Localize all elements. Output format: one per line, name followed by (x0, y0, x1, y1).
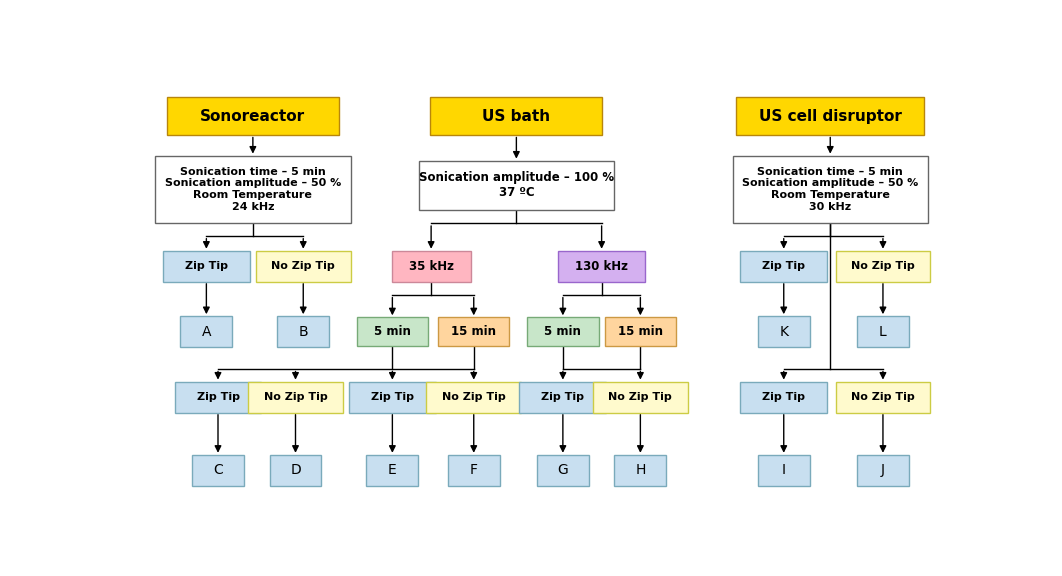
FancyBboxPatch shape (430, 97, 602, 135)
FancyBboxPatch shape (155, 156, 350, 223)
Text: No Zip Tip: No Zip Tip (263, 392, 327, 402)
Text: A: A (202, 325, 211, 339)
Text: Zip Tip: Zip Tip (371, 392, 414, 402)
Text: No Zip Tip: No Zip Tip (609, 392, 672, 402)
FancyBboxPatch shape (249, 382, 343, 412)
FancyBboxPatch shape (527, 317, 599, 346)
FancyBboxPatch shape (277, 316, 329, 347)
FancyBboxPatch shape (758, 316, 809, 347)
Text: B: B (298, 325, 308, 339)
FancyBboxPatch shape (604, 317, 676, 346)
FancyBboxPatch shape (366, 455, 418, 486)
Text: No Zip Tip: No Zip Tip (851, 262, 914, 271)
FancyBboxPatch shape (559, 251, 645, 282)
FancyBboxPatch shape (418, 161, 614, 210)
FancyBboxPatch shape (740, 382, 827, 412)
FancyBboxPatch shape (740, 251, 827, 282)
Text: Sonication amplitude – 100 %
37 ºC: Sonication amplitude – 100 % 37 ºC (418, 172, 614, 199)
FancyBboxPatch shape (167, 97, 339, 135)
Text: Zip Tip: Zip Tip (763, 392, 805, 402)
Text: H: H (635, 463, 646, 478)
Text: F: F (469, 463, 478, 478)
FancyBboxPatch shape (357, 317, 428, 346)
FancyBboxPatch shape (593, 382, 688, 412)
Text: 5 min: 5 min (374, 325, 411, 338)
FancyBboxPatch shape (733, 156, 928, 223)
FancyBboxPatch shape (537, 455, 588, 486)
FancyBboxPatch shape (427, 382, 521, 412)
Text: D: D (290, 463, 301, 478)
Text: Zip Tip: Zip Tip (196, 392, 240, 402)
Text: No Zip Tip: No Zip Tip (272, 262, 336, 271)
FancyBboxPatch shape (256, 251, 350, 282)
Text: US bath: US bath (482, 109, 550, 124)
FancyBboxPatch shape (192, 455, 244, 486)
FancyBboxPatch shape (758, 455, 809, 486)
FancyBboxPatch shape (162, 251, 250, 282)
FancyBboxPatch shape (349, 382, 435, 412)
Text: Zip Tip: Zip Tip (542, 392, 584, 402)
Text: 15 min: 15 min (618, 325, 663, 338)
Text: 35 kHz: 35 kHz (409, 260, 453, 273)
Text: Zip Tip: Zip Tip (763, 262, 805, 271)
Text: G: G (558, 463, 568, 478)
FancyBboxPatch shape (836, 382, 930, 412)
Text: No Zip Tip: No Zip Tip (851, 392, 914, 402)
FancyBboxPatch shape (392, 251, 470, 282)
Text: K: K (780, 325, 788, 339)
Text: Sonoreactor: Sonoreactor (201, 109, 306, 124)
FancyBboxPatch shape (857, 455, 909, 486)
Text: Zip Tip: Zip Tip (185, 262, 228, 271)
FancyBboxPatch shape (270, 455, 322, 486)
Text: No Zip Tip: No Zip Tip (442, 392, 506, 402)
FancyBboxPatch shape (736, 97, 924, 135)
FancyBboxPatch shape (519, 382, 606, 412)
FancyBboxPatch shape (448, 455, 500, 486)
Text: 15 min: 15 min (451, 325, 496, 338)
FancyBboxPatch shape (174, 382, 261, 412)
Text: E: E (388, 463, 397, 478)
Text: J: J (881, 463, 885, 478)
Text: C: C (213, 463, 223, 478)
FancyBboxPatch shape (836, 251, 930, 282)
Text: Sonication time – 5 min
Sonication amplitude – 50 %
Room Temperature
30 kHz: Sonication time – 5 min Sonication ampli… (742, 167, 919, 211)
Text: 5 min: 5 min (545, 325, 581, 338)
FancyBboxPatch shape (615, 455, 666, 486)
FancyBboxPatch shape (439, 317, 510, 346)
FancyBboxPatch shape (857, 316, 909, 347)
FancyBboxPatch shape (181, 316, 233, 347)
Text: I: I (782, 463, 786, 478)
Text: US cell disruptor: US cell disruptor (759, 109, 902, 124)
Text: 130 kHz: 130 kHz (576, 260, 628, 273)
Text: L: L (879, 325, 887, 339)
Text: Sonication time – 5 min
Sonication amplitude – 50 %
Room Temperature
24 kHz: Sonication time – 5 min Sonication ampli… (165, 167, 341, 211)
